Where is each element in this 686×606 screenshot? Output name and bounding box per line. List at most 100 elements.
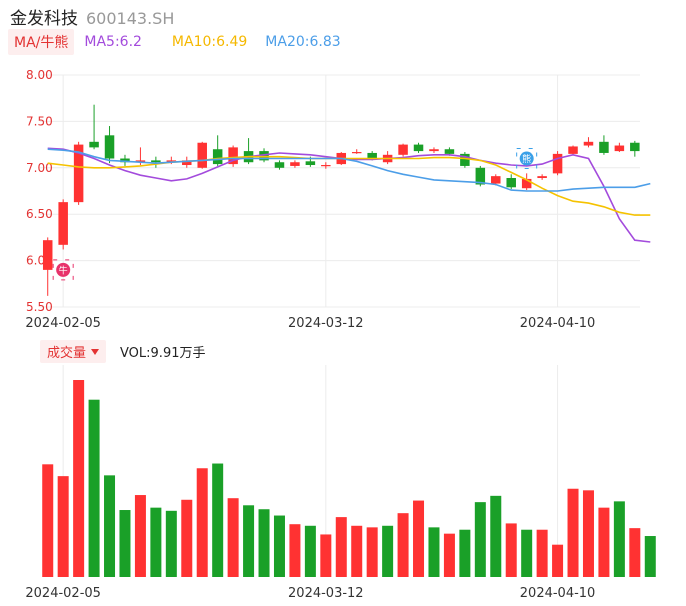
ma20-line bbox=[47, 148, 651, 192]
candle-body bbox=[135, 160, 146, 163]
candle-body bbox=[614, 145, 625, 152]
volume-bar bbox=[366, 527, 378, 577]
ma20-label: MA20:6.83 bbox=[265, 34, 341, 50]
dropdown-arrow-icon bbox=[91, 349, 100, 355]
volume-bar bbox=[181, 499, 193, 577]
candle-body bbox=[506, 178, 516, 188]
candle-body bbox=[537, 176, 547, 179]
candle-body bbox=[259, 151, 269, 161]
y-tick-label: 6.50 bbox=[26, 207, 53, 221]
volume-bar bbox=[320, 534, 332, 577]
y-tick-label: 7.50 bbox=[26, 114, 53, 128]
candle-body bbox=[197, 142, 207, 168]
candle-body bbox=[321, 165, 331, 167]
candle-body bbox=[89, 141, 99, 148]
candle-body bbox=[42, 240, 53, 270]
volume-bar bbox=[104, 475, 116, 577]
candle-body bbox=[367, 152, 377, 159]
candle-body bbox=[58, 202, 68, 245]
volume-bar bbox=[397, 513, 409, 577]
volume-bar bbox=[165, 510, 177, 577]
candle-body bbox=[599, 141, 609, 153]
x-tick-label: 2024-03-12 bbox=[288, 586, 364, 601]
marker-label: 熊 bbox=[522, 153, 531, 165]
x-tick-label: 2024-04-10 bbox=[520, 586, 596, 601]
volume-bar bbox=[57, 476, 69, 577]
stock-code: 600143.SH bbox=[86, 9, 175, 28]
candle-body bbox=[398, 144, 408, 155]
ma10-label: MA10:6.49 bbox=[171, 34, 248, 50]
marker-dot bbox=[519, 151, 534, 166]
volume-bar bbox=[459, 529, 471, 577]
volume-bar bbox=[474, 502, 486, 577]
y-tick-label: 5.50 bbox=[26, 300, 53, 314]
volume-bar bbox=[212, 463, 224, 577]
candle-body bbox=[274, 162, 285, 168]
volume-bar bbox=[428, 527, 440, 577]
candle-body bbox=[73, 144, 84, 203]
volume-bar bbox=[582, 490, 594, 577]
volume-bar bbox=[88, 399, 100, 577]
marker-label: 牛 bbox=[59, 264, 68, 276]
volume-bar bbox=[567, 488, 579, 577]
ma-legend: MA/牛熊 MA5:6.2 MA10:6.49 MA20:6.83 bbox=[8, 29, 359, 55]
volume-bar bbox=[73, 380, 85, 577]
volume-bar bbox=[119, 510, 131, 577]
volume-value: VOL:9.91万手 bbox=[120, 345, 206, 361]
candle-body bbox=[305, 161, 316, 166]
bull-marker: 牛 bbox=[52, 259, 74, 281]
volume-bar bbox=[273, 515, 285, 577]
x-tick-label: 2024-02-05 bbox=[25, 316, 101, 331]
volume-bar bbox=[613, 501, 625, 577]
volume-chart[interactable]: 2024-02-05 2024-03-12 2024-04-10 bbox=[0, 365, 686, 606]
volume-bar bbox=[443, 533, 455, 577]
candle-body bbox=[182, 160, 192, 166]
candle-body bbox=[351, 152, 362, 154]
candle-body bbox=[583, 141, 594, 146]
marker-frame bbox=[52, 259, 74, 281]
volume-bar bbox=[42, 464, 54, 577]
volume-bar bbox=[552, 544, 564, 577]
volume-bar bbox=[644, 536, 656, 577]
candle-body bbox=[120, 158, 130, 163]
y-tick-label: 7.00 bbox=[26, 161, 53, 175]
ma-indicator-tab[interactable]: MA/牛熊 bbox=[8, 29, 75, 55]
stock-header: 金发科技 600143.SH bbox=[10, 4, 175, 29]
candle-body bbox=[475, 167, 486, 185]
x-tick-label: 2024-02-05 bbox=[25, 586, 101, 601]
candle-body bbox=[290, 162, 300, 166]
volume-bar bbox=[335, 517, 347, 577]
candle-body bbox=[104, 135, 115, 159]
volume-bar bbox=[196, 468, 208, 577]
candle-body bbox=[491, 176, 501, 184]
volume-bar bbox=[629, 528, 641, 577]
volume-indicator-tab[interactable]: 成交量 bbox=[40, 339, 107, 363]
volume-bar bbox=[134, 495, 146, 577]
marker-dot bbox=[56, 262, 71, 277]
y-tick-label: 8.00 bbox=[26, 68, 53, 82]
volume-bar bbox=[413, 500, 425, 577]
volume-bar bbox=[258, 509, 270, 577]
ma10-line bbox=[47, 155, 651, 216]
candle-body bbox=[568, 146, 578, 154]
volume-bar bbox=[536, 529, 548, 577]
volume-bar bbox=[521, 529, 533, 577]
candle-body bbox=[413, 144, 424, 152]
candle-body bbox=[444, 149, 455, 154]
candle-body bbox=[429, 149, 439, 152]
candle-body bbox=[552, 153, 563, 174]
ma5-label: MA5:6.2 bbox=[84, 34, 142, 50]
candle-body bbox=[521, 178, 532, 189]
volume-bar bbox=[150, 507, 162, 577]
volume-tab-label: 成交量 bbox=[47, 345, 87, 361]
candle-body bbox=[166, 160, 177, 163]
volume-bar bbox=[598, 507, 610, 577]
volume-bar bbox=[289, 524, 301, 577]
volume-bar bbox=[490, 495, 502, 577]
candle-body bbox=[151, 160, 161, 163]
x-tick-label: 2024-04-10 bbox=[520, 316, 596, 331]
marker-frame bbox=[516, 148, 538, 170]
candle-body bbox=[228, 147, 238, 165]
candle-body bbox=[460, 153, 470, 166]
